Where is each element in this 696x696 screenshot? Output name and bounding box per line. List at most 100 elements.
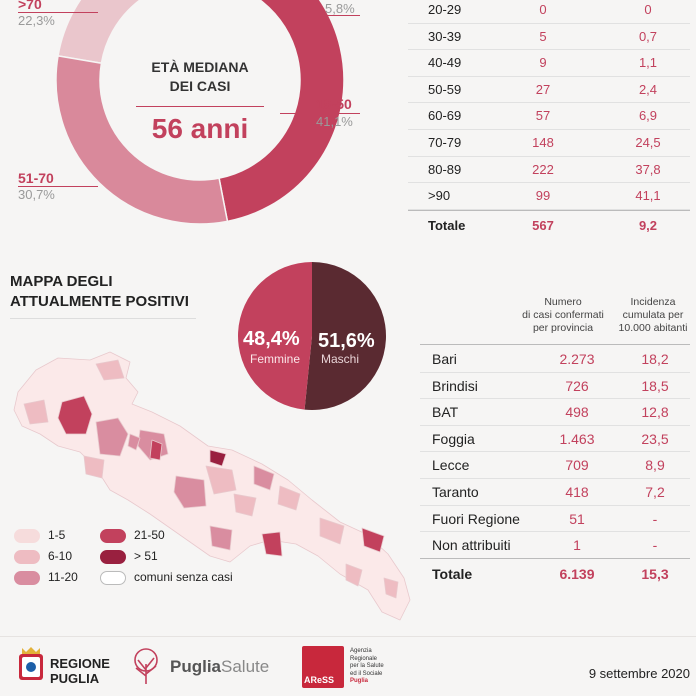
province-name: Taranto [432, 484, 479, 500]
province-table-total-row: Totale 6.139 15,3 [420, 561, 690, 588]
age-range: 70-79 [428, 135, 462, 150]
age-total-cases: 567 [532, 218, 554, 233]
donut-center-divider [136, 106, 264, 107]
header-rate-line2: cumulata per [622, 309, 684, 321]
age-table-divider [408, 102, 690, 104]
province-table-divider [420, 371, 690, 373]
age-table-row: 80-89 222 37,8 [408, 157, 690, 183]
pie-slice-female [237, 262, 312, 410]
province-cases: 709 [565, 457, 589, 474]
legend-label: 6-10 [48, 549, 73, 563]
aress-line3: per la Salute [350, 663, 384, 669]
median-age-value: 56 anni [151, 113, 249, 144]
map-area-taranto2 [261, 531, 283, 557]
legend-label: > 51 [134, 549, 158, 563]
header-rate-line3: 10.000 abitanti [618, 322, 688, 334]
age-cases: 5 [539, 28, 547, 44]
province-name: BAT [432, 404, 459, 421]
legend-swatch [100, 571, 126, 585]
province-name: Foggia [432, 430, 475, 447]
map-area-bari1 [173, 475, 207, 509]
age-table-divider [408, 49, 690, 51]
legend-swatch [100, 529, 126, 543]
map-area-taranto1 [209, 525, 233, 551]
age-range: 50-59 [428, 81, 462, 97]
legend-label: comuni senza casi [134, 570, 233, 584]
province-table-row: Foggia 1.463 23,5 [420, 426, 690, 453]
age-rate: 1,1 [638, 55, 658, 71]
segment-pct-51-70: 30,7% [18, 187, 55, 202]
puglia-salute-logo-text: PugliaSalute [170, 657, 269, 677]
age-table-divider [408, 155, 690, 157]
legend-swatch [14, 550, 40, 564]
province-name: Fuori Regione [432, 510, 520, 527]
aress-line1: Agenzia [350, 648, 372, 654]
province-header-rate: Incidenza cumulata per 10.000 abitanti [608, 296, 696, 335]
aress-line2: Regionale [350, 655, 378, 662]
age-range: 30-39 [428, 28, 462, 44]
province-table-row: BAT 498 12,8 [420, 399, 690, 426]
report-date: 9 settembre 2020 [588, 666, 690, 681]
map-area-lecce3 [345, 563, 363, 587]
province-table-total-rule [420, 557, 690, 559]
map-area-lecce4 [383, 577, 399, 599]
segment-label-19-50: 19-50 [316, 96, 352, 112]
map-area-brindisi1 [253, 465, 275, 491]
province-rate: 8,9 [645, 457, 665, 474]
header-cases-line2: di casi confermati [522, 309, 604, 321]
label-line-5pct [290, 15, 360, 16]
province-table-divider [420, 398, 690, 400]
province-name: Brindisi [432, 377, 478, 394]
header-rate-line1: Incidenza [630, 296, 676, 308]
legend-label: 21-50 [134, 528, 165, 542]
map-area-lecce2 [319, 517, 345, 545]
province-table-row: Taranto 418 7,2 [420, 479, 690, 506]
province-name: Non attribuiti [432, 537, 511, 554]
province-table-divider [420, 424, 690, 426]
age-range: >90 [428, 188, 451, 204]
province-cases: 498 [565, 404, 589, 421]
age-table-divider [408, 75, 690, 77]
age-range: 80-89 [428, 161, 462, 177]
pie-slice-male [304, 262, 386, 410]
male-label: Maschi [321, 352, 360, 366]
age-total-label: Totale [428, 218, 466, 233]
map-title-line1: MAPPA DEGLI [10, 273, 113, 290]
age-table-divider [408, 22, 690, 24]
female-pct: 48,4% [243, 328, 300, 350]
map-area-bari2 [205, 465, 237, 495]
puglia-salute-word1: Puglia [170, 657, 222, 676]
map-area-bat2 [149, 439, 163, 461]
footer-rule [0, 636, 696, 637]
province-table-top-rule [420, 344, 690, 345]
legend-label: 11-20 [48, 570, 78, 584]
map-area-foggia-west [23, 399, 49, 425]
province-rate: 23,5 [641, 430, 669, 447]
age-cases: 57 [535, 108, 551, 124]
province-name: Lecce [432, 457, 470, 474]
legend-label: 1-5 [48, 528, 66, 542]
age-rate: 24,5 [635, 135, 661, 150]
aress-logo-text: Agenzia Regionale per la Salute ed il So… [350, 648, 384, 686]
map-area-lecce1 [361, 527, 385, 553]
age-table-divider [408, 182, 690, 184]
segment-label-51-70: 51-70 [18, 170, 54, 186]
regione-puglia-crest-icon [19, 647, 43, 680]
province-cases: 1 [573, 537, 581, 554]
age-rate: 37,8 [635, 161, 661, 177]
province-rate: 12,8 [641, 404, 669, 421]
donut-center-title-line1: ETÀ MEDIANA [151, 59, 249, 75]
map-area-bari3 [127, 433, 141, 451]
label-line-over70 [18, 12, 98, 13]
age-rate: 6,9 [638, 108, 658, 124]
age-table-row: 50-59 27 2,4 [408, 77, 690, 103]
province-rate: 18,2 [641, 351, 669, 367]
map-area-foggia-dark [57, 395, 93, 435]
segment-label-over70: >70 [18, 0, 42, 12]
age-donut-chart [55, 0, 345, 225]
province-table-row: Fuori Regione 51 - [420, 506, 690, 533]
age-table-row: 70-79 148 24,5 [408, 130, 690, 156]
age-table-row: 60-69 57 6,9 [408, 103, 690, 129]
province-table-divider [420, 531, 690, 533]
label-line-51-70 [18, 186, 98, 187]
